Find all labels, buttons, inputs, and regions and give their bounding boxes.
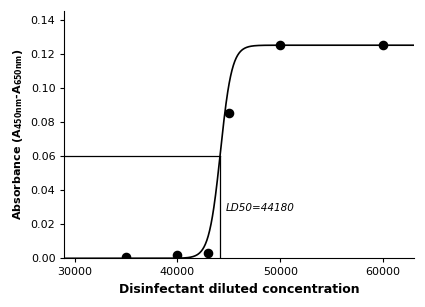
Point bbox=[123, 254, 130, 259]
Text: LD50=44180: LD50=44180 bbox=[226, 203, 295, 212]
X-axis label: Disinfectant diluted concentration: Disinfectant diluted concentration bbox=[119, 283, 360, 296]
Point bbox=[174, 252, 181, 257]
Y-axis label: Absorbance ($\mathregular{A_{450nm}}$-$\mathregular{A_{650nm}}$): Absorbance ($\mathregular{A_{450nm}}$-$\… bbox=[11, 49, 25, 220]
Point bbox=[205, 251, 212, 256]
Point bbox=[226, 111, 232, 116]
Point bbox=[380, 43, 386, 48]
Point bbox=[277, 43, 283, 48]
